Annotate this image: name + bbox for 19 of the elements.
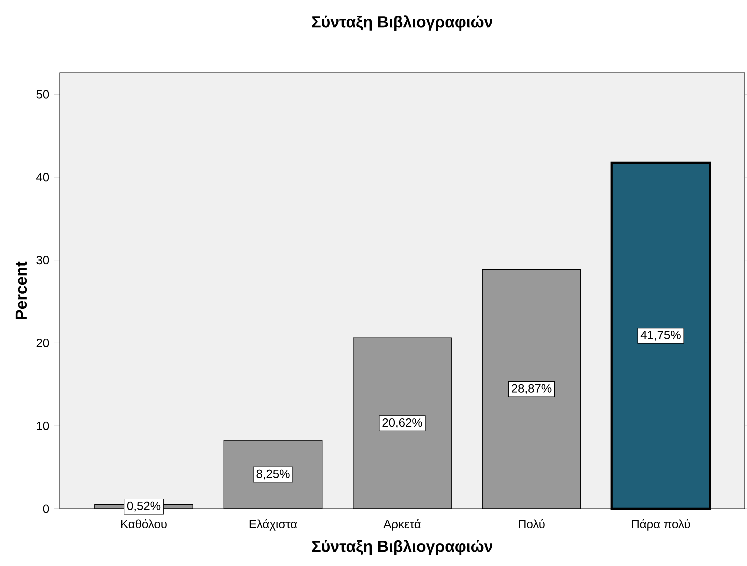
x-tick-label: Αρκετά bbox=[384, 519, 421, 531]
y-tick-label: 50 bbox=[36, 90, 50, 99]
y-tick-label: 30 bbox=[36, 256, 50, 265]
y-tick-label: 20 bbox=[36, 338, 50, 348]
chart-title: Σύνταξη Βιβλιογραφιών bbox=[312, 16, 493, 31]
data-label: 20,62% bbox=[382, 418, 422, 428]
y-axis-title: Percent bbox=[16, 262, 28, 320]
y-tick-label: 0 bbox=[43, 504, 50, 514]
x-tick-label: Καθόλου bbox=[122, 519, 167, 529]
x-tick-label: Ελάχιστα bbox=[250, 519, 298, 531]
data-label: 8,25% bbox=[256, 470, 290, 480]
x-tick-label: Πάρα πολύ bbox=[632, 519, 690, 531]
y-tick-label: 40 bbox=[36, 173, 50, 182]
x-axis-title: Σύνταξη Βιβλιογραφιών bbox=[312, 540, 493, 556]
data-label: 41,75% bbox=[640, 331, 681, 341]
data-label: 0,52% bbox=[127, 502, 161, 512]
x-tick-label: Πολύ bbox=[519, 519, 545, 529]
data-label: 28,87% bbox=[512, 384, 552, 394]
y-tick-label: 10 bbox=[37, 422, 50, 430]
